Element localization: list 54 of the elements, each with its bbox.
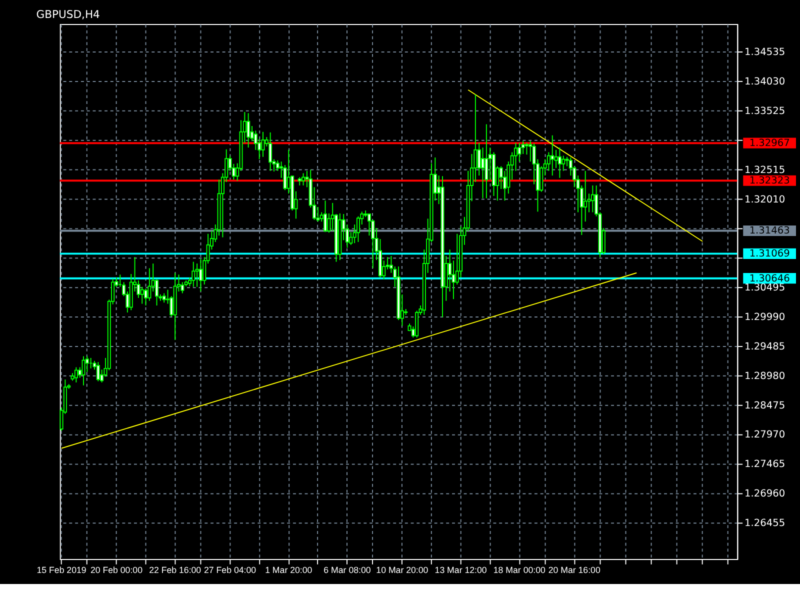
candlestick (74, 366, 78, 383)
candlestick (590, 184, 594, 213)
y-tick-label: 1.27465 (744, 459, 786, 470)
x-tick-label: 22 Feb 16:00 (149, 565, 202, 576)
x-tick-label: 1 Mar 20:00 (265, 565, 312, 576)
y-tick-label: 1.26960 (744, 488, 786, 500)
candlestick (96, 362, 100, 382)
candlestick (198, 258, 202, 292)
candlestick (192, 261, 196, 288)
candlestick (558, 147, 562, 178)
x-tick-label: 27 Feb 04:00 (204, 565, 256, 576)
y-tick-label: 1.26455 (744, 518, 786, 530)
candlestick (323, 200, 328, 233)
x-tick-label: 10 Mar 20:00 (376, 565, 428, 576)
ref-line-label: 1.32967 (749, 138, 790, 150)
x-tick-label: 20 Feb 00:00 (90, 565, 143, 576)
candlestick (140, 286, 144, 304)
candlestick (195, 263, 199, 288)
candlestick (148, 268, 152, 302)
ref-line-label: 1.32323 (749, 176, 790, 187)
candlestick (162, 292, 166, 304)
candlestick (268, 132, 272, 172)
chart-title: GBPUSD,H4 (36, 8, 100, 22)
ref-line-label: 1.31463 (749, 226, 790, 237)
candlestick (246, 112, 250, 148)
candlestick (82, 356, 86, 386)
y-tick-label: 1.29990 (744, 312, 786, 324)
candlestick (261, 131, 265, 158)
y-tick-label: 1.29485 (744, 341, 786, 352)
candlestick (562, 155, 566, 172)
candlestick (584, 170, 588, 222)
y-tick-label: 1.34535 (744, 47, 786, 58)
x-tick-label: 15 Feb 2019 (36, 565, 86, 576)
candlestick (481, 147, 485, 199)
candlestick (524, 142, 529, 156)
candlestick (484, 124, 488, 199)
x-tick-label: 13 Mar 12:00 (434, 565, 487, 576)
y-tick-label: 1.28475 (744, 400, 786, 412)
y-tick-label: 1.32010 (744, 194, 786, 206)
ref-line-label: 1.31069 (749, 248, 790, 260)
y-tick-label: 1.32515 (744, 164, 786, 176)
x-tick-label: 18 Mar 00:00 (493, 565, 546, 576)
y-tick-label: 1.33525 (744, 106, 786, 117)
y-tick-label: 1.30495 (744, 282, 786, 294)
x-tick-label: 20 Mar 16:00 (548, 565, 600, 576)
candlestick (144, 288, 148, 306)
y-tick-label: 1.34030 (744, 76, 786, 88)
y-tick-label: 1.27970 (744, 430, 786, 441)
y-tick-label: 1.28980 (744, 370, 786, 382)
x-tick-label: 6 Mar 08:00 (324, 565, 371, 576)
ref-line-label: 1.30646 (749, 273, 790, 284)
candlestick (356, 216, 360, 242)
candlestick (550, 134, 554, 176)
candlestick (302, 172, 306, 186)
